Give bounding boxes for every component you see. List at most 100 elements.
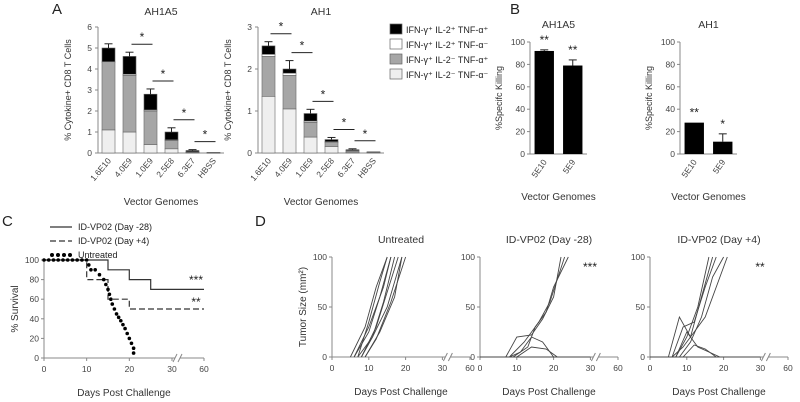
d1-x-tick-2: 20: [401, 363, 411, 373]
d3-axis-break-1: [760, 352, 766, 362]
a2-bar-1-s0: [282, 108, 297, 154]
b1-title: AH1A5: [542, 19, 575, 31]
panel-letter-b: B: [510, 1, 520, 18]
a2-x-tick-5: HBSS: [355, 156, 378, 180]
b1-x-tick-0: 5E10: [529, 157, 549, 179]
c-series-2-dot-0-1: [46, 258, 51, 262]
d2-y-tick-0: 0: [470, 352, 475, 362]
legend-a-swatch-2: [389, 53, 403, 65]
a1-ylabel: % Cytokine+ CD8 T Cells: [63, 39, 73, 141]
d1-ylabel: Tumor Size (mm²): [298, 267, 309, 347]
d3-annotation: **: [755, 260, 765, 274]
d1-x-tick-1: 10: [364, 363, 374, 373]
a1-sig-star-3: *: [203, 128, 208, 142]
c-series-2-dot-2-0: [89, 268, 93, 272]
b2-title: AH1: [698, 19, 719, 31]
a1-sig-star-2: *: [182, 106, 187, 120]
b1-x-tick-1: 5E9: [561, 157, 578, 175]
d3-series-4: [679, 256, 724, 358]
c-series-2-dot-0-8: [80, 258, 84, 262]
d1-series-8: [364, 256, 403, 358]
a1-y-tick-2: 2: [87, 106, 92, 116]
b2-y-tick-0: 0: [670, 149, 675, 159]
d1-x-tick-0: 0: [330, 363, 335, 373]
a2-y-tick-3: 3: [247, 22, 252, 32]
c-series-2-dot-12-1: [131, 351, 136, 355]
a2-x-tick-4: 6.3E7: [335, 156, 357, 180]
legend-a-label-2: IFN-γ⁺ IL-2⁻ TNF-α⁺: [406, 55, 489, 65]
b2-ylabel: %Specifc Killing: [644, 66, 654, 130]
a1-x-tick-5: HBSS: [195, 156, 218, 180]
a1-x-tick-3: 2.5E8: [154, 156, 176, 180]
c-series-1: [44, 259, 204, 310]
legend-a-label-1: IFN-γ⁺ IL-2⁺ TNF-α⁻: [406, 40, 489, 50]
c-legend-label-2: Untreated: [78, 250, 118, 260]
b1-y-tick-1: 20: [516, 127, 526, 137]
d2-x-tick-0: 0: [478, 363, 483, 373]
a2-ylabel: % Cytokine+ CD8 T Cells: [223, 39, 233, 141]
c-x-tick-0: 0: [42, 364, 47, 374]
a2-bar-2-s1: [303, 122, 318, 138]
d2-axis-break-2: [595, 352, 601, 362]
a1-x-tick-1: 4.0E9: [112, 156, 134, 180]
b1-y-tick-3: 60: [516, 82, 526, 92]
legend-a-swatch-0: [389, 23, 403, 35]
a1-y-tick-3: 3: [87, 85, 92, 95]
d1-title: Untreated: [378, 234, 424, 246]
a2-sig-star-3: *: [342, 115, 347, 129]
a2-bar-3-s3: [324, 139, 339, 142]
c-y-tick-0: 0: [34, 353, 39, 363]
panel-letter-a: A: [52, 1, 62, 18]
c-legend-label-0: ID-VP02 (Day -28): [78, 222, 152, 232]
d1-axis-break-1: [442, 352, 448, 362]
d3-series-2: [671, 256, 717, 358]
a2-bar-2-s0: [303, 136, 318, 154]
d3-x-tick-4: 60: [783, 363, 793, 373]
c-y-tick-3: 60: [30, 294, 40, 304]
d3-x-tick-0: 0: [648, 363, 653, 373]
c-series-2-dot-11-1: [129, 341, 134, 346]
a2-sig-star-2: *: [321, 87, 326, 101]
a2-sig-star-1: *: [300, 39, 305, 53]
d3-y-tick-1: 50: [636, 302, 646, 312]
c-series-2-dot-0-3: [56, 258, 61, 262]
d1-y-tick-0: 0: [322, 352, 327, 362]
a1-bar-1-s0: [122, 131, 137, 154]
d3-x-tick-1: 10: [682, 363, 692, 373]
d1-series-3: [357, 256, 388, 358]
a1-bar-3-s0: [164, 148, 179, 154]
c-series-2-dot-11-0: [127, 336, 132, 341]
legend-a-label-0: IFN-γ⁺ IL-2⁺ TNF-α⁺: [406, 25, 489, 35]
a2-bar-0-s3: [261, 45, 276, 55]
c-series-2-dot-3-0: [93, 268, 97, 272]
b2-x-tick-1: 5E9: [711, 157, 728, 175]
d2-x-tick-4: 60: [613, 363, 623, 373]
panel-letter-c: C: [2, 213, 13, 230]
a2-bar-4-s3: [345, 149, 360, 151]
d1-y-tick-2: 100: [313, 252, 327, 262]
b1-y-tick-4: 80: [516, 59, 526, 69]
c-y-tick-4: 80: [30, 275, 40, 285]
c-x-tick-2: 20: [125, 364, 135, 374]
d2-series-1: [505, 256, 562, 358]
d2-y-tick-1: 50: [466, 302, 476, 312]
c-y-tick-5: 100: [25, 255, 39, 265]
a1-bar-5-s3: [206, 152, 221, 154]
d2-x-tick-2: 20: [549, 363, 559, 373]
d2-xlabel: Days Post Challenge: [502, 387, 596, 398]
c-series-2-dot-5-0: [101, 277, 106, 282]
a1-bar-4-s3: [185, 150, 200, 153]
c-annotation-1: **: [191, 295, 201, 309]
c-series-2-dot-0-7: [75, 258, 79, 262]
c-x-tick-3: 30: [167, 364, 177, 374]
c-series-2-dot-4-0: [97, 272, 102, 277]
a1-bar-1-s1: [122, 75, 137, 133]
a1-bar-1-s3: [122, 56, 137, 75]
d3-axis-break-2: [765, 352, 771, 362]
c-legend-marker-2-3: [68, 253, 72, 257]
d1-series-0: [349, 256, 388, 358]
a1-bar-2-s3: [143, 93, 158, 111]
c-series-2-dot-10-0: [123, 326, 127, 331]
b1-annotation-0: **: [540, 33, 550, 47]
